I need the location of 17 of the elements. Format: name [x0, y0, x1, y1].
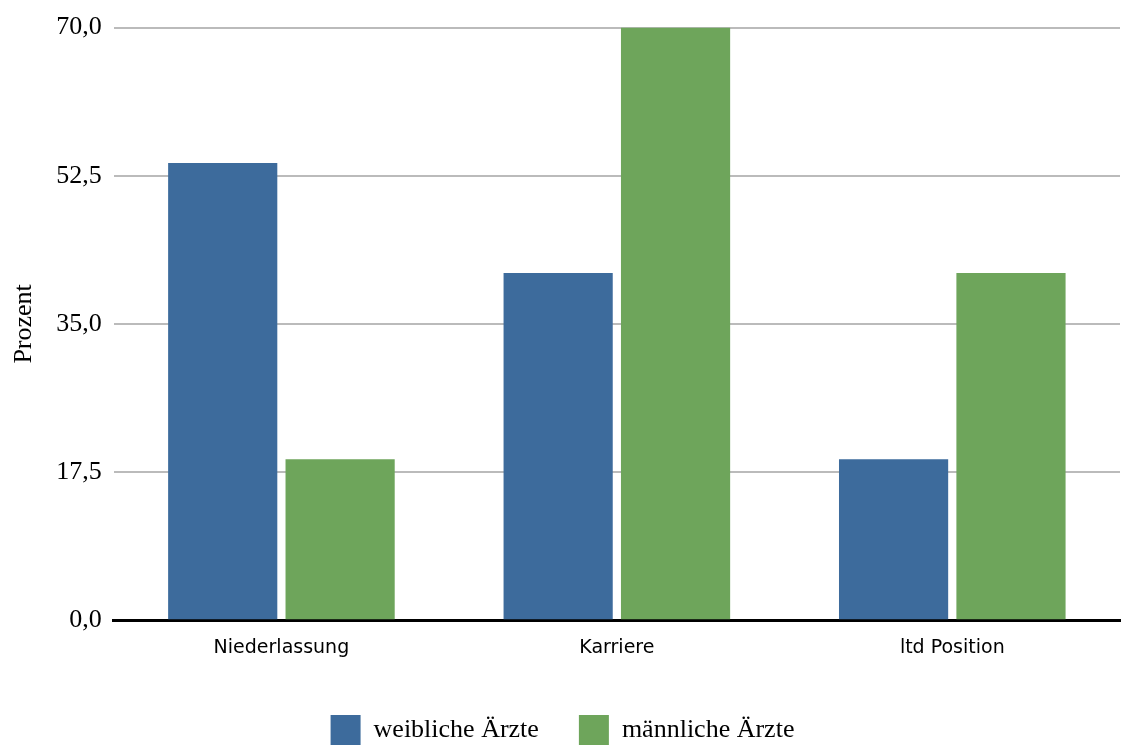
bar [168, 163, 278, 620]
y-tick-label: 17,5 [56, 455, 102, 485]
y-axis-title: Prozent [8, 283, 38, 364]
bar [838, 459, 949, 620]
x-tick-label: ltd Position [899, 634, 1005, 657]
legend-label: weibliche Ärzte [373, 713, 539, 743]
bar [956, 273, 1066, 620]
bar [503, 273, 613, 620]
y-tick-label: 52,5 [56, 159, 102, 189]
x-tick-label: Niederlassung [213, 634, 350, 657]
y-tick-label: 0,0 [69, 604, 102, 634]
bar [285, 459, 395, 620]
legend-label: männliche Ärzte [621, 713, 795, 743]
x-tick-label: Karriere [579, 634, 655, 657]
y-tick-label: 35,0 [56, 307, 102, 337]
bar [620, 27, 731, 620]
y-tick-label: 70,0 [56, 11, 102, 41]
